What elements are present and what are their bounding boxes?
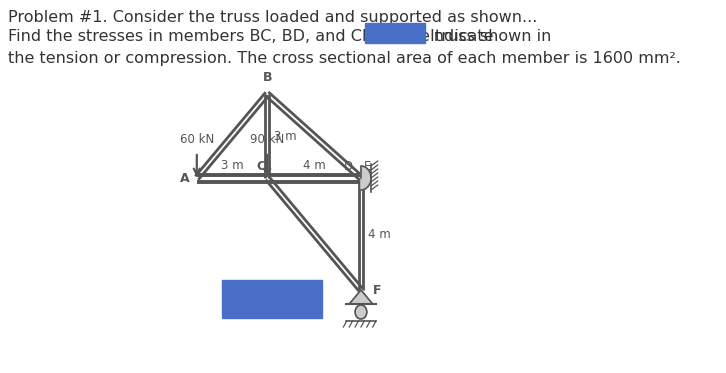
Text: D: D	[343, 160, 353, 173]
Text: 4 m: 4 m	[303, 159, 325, 172]
Text: F: F	[372, 283, 381, 297]
Text: Find the stresses in members BC, BD, and CF for the truss shown in: Find the stresses in members BC, BD, and…	[9, 29, 552, 44]
Bar	[365, 23, 425, 43]
Text: 4 m: 4 m	[367, 228, 391, 241]
Text: the tension or compression. The cross sectional area of each member is 1600 mm².: the tension or compression. The cross se…	[9, 51, 681, 66]
Text: 3 m: 3 m	[274, 129, 296, 142]
Circle shape	[355, 305, 367, 319]
Text: A: A	[180, 172, 190, 185]
Text: Problem #1. Consider the truss loaded and supported as shown...: Problem #1. Consider the truss loaded an…	[9, 10, 538, 25]
Text: 60 kN: 60 kN	[180, 133, 214, 146]
Text: E: E	[364, 160, 371, 173]
Text: 3 m: 3 m	[221, 159, 243, 172]
Polygon shape	[361, 166, 371, 190]
Polygon shape	[349, 290, 372, 304]
Text: 90 kN: 90 kN	[250, 133, 285, 146]
Bar	[222, 280, 322, 318]
Text: C: C	[256, 160, 266, 173]
Text: B: B	[262, 71, 272, 84]
Text: Indicate: Indicate	[430, 29, 494, 44]
